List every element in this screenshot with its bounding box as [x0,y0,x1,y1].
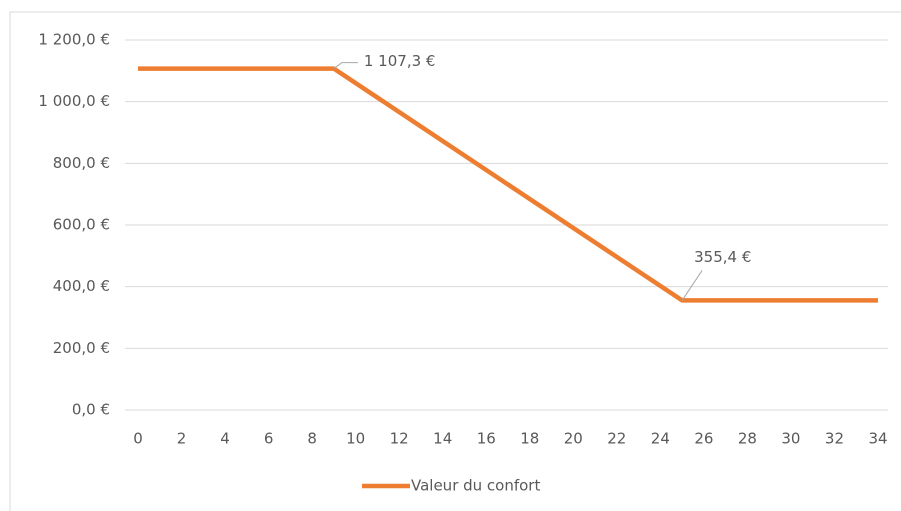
line [138,66,878,303]
x-tick-label: 32 [825,430,844,448]
x-tick-label: 28 [738,430,757,448]
x-tick-label: 24 [651,430,670,448]
x-tick-label: 12 [390,430,409,448]
x-tick-label: 10 [346,430,365,448]
x-tick-label: 34 [868,430,887,448]
chart-border [9,11,901,511]
y-tick-label: 0,0 € [72,401,110,419]
y-tick-label: 1 000,0 € [38,92,110,110]
leader-line [681,270,703,301]
x-tick-label: 30 [781,430,800,448]
y-tick-label: 800,0 € [53,154,110,172]
y-tick-label: 200,0 € [53,339,110,357]
x-tick-label: 14 [433,430,452,448]
data-label: 355,4 € [694,248,751,266]
x-tick-label: 16 [477,430,496,448]
x-tick-label: 0 [133,430,143,448]
x-tick-label: 2 [177,430,187,448]
x-tick-label: 6 [264,430,274,448]
x-tick-label: 18 [520,430,539,448]
data-label: 1 107,3 € [364,52,436,70]
y-tick-label: 600,0 € [53,216,110,234]
legend-label: Valeur du confort [411,477,540,495]
y-tick-label: 1 200,0 € [38,31,110,49]
x-tick-label: 20 [564,430,583,448]
x-tick-label: 8 [307,430,317,448]
leader-line [333,62,358,69]
y-tick-label: 400,0 € [53,277,110,295]
x-tick-label: 4 [220,430,230,448]
x-tick-label: 26 [694,430,713,448]
x-tick-label: 22 [607,430,626,448]
